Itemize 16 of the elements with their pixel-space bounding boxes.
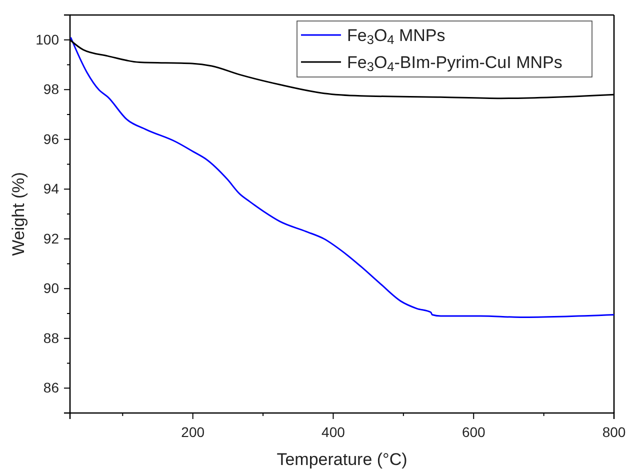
y-tick-label: 86 <box>43 380 60 396</box>
x-tick-label: 800 <box>602 424 626 440</box>
y-tick-label: 98 <box>43 81 60 98</box>
y-tick-label: 94 <box>43 180 60 197</box>
y-tick-label: 90 <box>43 280 60 296</box>
x-tick-label: 400 <box>322 424 346 440</box>
y-tick-label: 92 <box>43 230 60 246</box>
y-tick-label: 100 <box>36 31 60 48</box>
legend-label: Fe$_{3}$O$_{4}$ MNPs <box>347 26 446 48</box>
legend-label: Fe$_{3}$O$_{4}$-BIm-Pyrim-CuI MNPs <box>347 53 562 74</box>
x-axis-title: Temperature (°C) <box>276 450 408 469</box>
y-axis-title: Weight (%) <box>9 172 28 256</box>
y-tick-label: 96 <box>43 130 60 147</box>
x-tick-label: 600 <box>462 424 486 440</box>
y-tick-label: 88 <box>43 330 60 346</box>
x-tick-label: 200 <box>181 424 205 440</box>
